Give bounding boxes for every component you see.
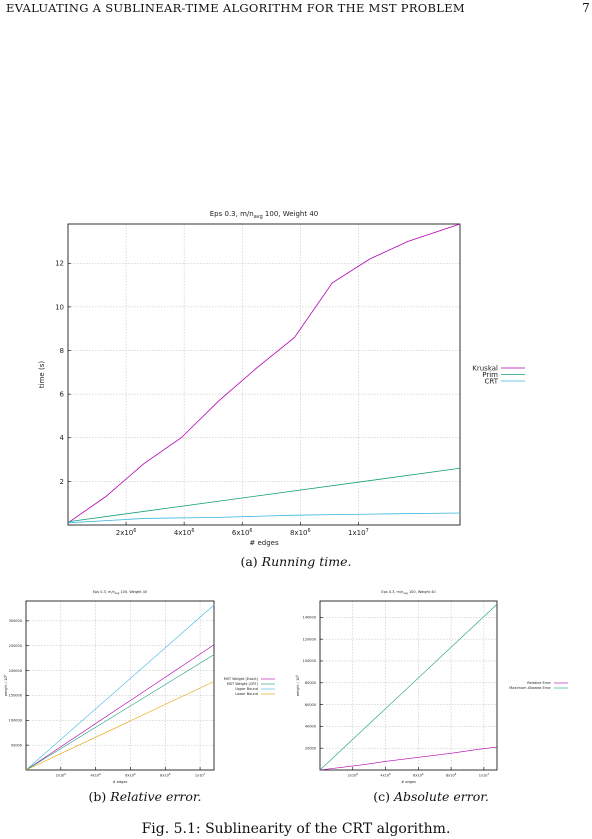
- y-axis-label: weight / 106​: [4, 674, 8, 696]
- x-tick-label: 1x107​: [195, 773, 206, 777]
- legend-label: Relative Error: [527, 681, 551, 685]
- y-tick-label: 40000: [305, 725, 316, 729]
- x-tick-label: 1x107​: [479, 773, 490, 777]
- y-tick-label: 12: [55, 260, 64, 268]
- y-tick-label: 8: [60, 347, 64, 355]
- legend-label: Prim: [482, 371, 498, 379]
- series-line-prim: [67, 467, 461, 523]
- caption-b-text: Relative error.: [110, 789, 202, 804]
- x-tick-label: 8x106​: [290, 528, 311, 537]
- y-tick-label: 300000: [9, 619, 22, 623]
- caption-c: (c) Absolute error.: [326, 789, 536, 804]
- figure-caption: Fig. 5.1: Sublinearity of the CRT algori…: [141, 821, 451, 837]
- y-axis-label: time (s): [38, 361, 46, 388]
- x-tick-label: 8x106​: [446, 773, 457, 777]
- y-axis-label: weight / 106​: [296, 674, 300, 696]
- x-tick-label: 4x106​: [90, 773, 101, 777]
- caption-b: (b) Relative error.: [40, 789, 250, 804]
- caption-a-label: (a): [240, 554, 258, 569]
- series-line-upper-bound: [25, 604, 215, 771]
- series-line-lower-bound: [25, 681, 215, 771]
- legend-label: MST Weight (CRT): [227, 682, 259, 686]
- series-line-kruskal: [67, 223, 461, 524]
- y-tick-label: 4: [60, 434, 65, 442]
- caption-a: (a) Running time.: [0, 554, 592, 569]
- series-line-mst-weight-exact-: [25, 644, 215, 771]
- x-tick-label: 1x107​: [348, 528, 369, 537]
- plot-frame: [25, 600, 215, 771]
- x-tick-label: 2x106​: [348, 773, 359, 777]
- y-tick-label: 100000: [303, 659, 316, 663]
- series-line-crt: [67, 512, 461, 524]
- legend-label: Lower Bound: [235, 692, 258, 696]
- y-tick-label: 200000: [9, 669, 22, 673]
- y-tick-label: 2: [60, 478, 64, 486]
- legend-label: MST Weight (Exact): [224, 677, 259, 681]
- plot-frame: [319, 600, 498, 771]
- x-tick-label: 6x106​: [125, 773, 136, 777]
- legend-label: Kruskal: [472, 364, 498, 372]
- running-head: EVALUATING A SUBLINEAR-TIME ALGORITHM FO…: [6, 0, 590, 18]
- caption-c-label: (c): [373, 789, 390, 804]
- legend-label: Maximum Allowed Error: [509, 686, 551, 690]
- y-tick-label: 150000: [9, 694, 22, 698]
- y-tick-label: 60000: [305, 703, 316, 707]
- y-tick-label: 20000: [305, 746, 316, 750]
- chart-title: Eps 0.3, m/navg​ 100, Weight 40: [210, 210, 319, 220]
- x-tick-label: 2x106​: [56, 773, 67, 777]
- chart-running-time: 2x106​ 4x106​ 6x106​ 8x106​ 1x107​ 2 4 6 8 10 12 Kr…: [38, 210, 525, 547]
- x-tick-label: 2x106​: [116, 528, 137, 537]
- x-tick-label: 4x106​: [380, 773, 391, 777]
- y-tick-label: 140000: [303, 616, 316, 620]
- series-line-maximum-allowed-error: [319, 604, 498, 771]
- series-line-mst-weight-crt-: [25, 654, 215, 771]
- series-line-relative-error: [319, 746, 498, 771]
- y-tick-label: 120000: [303, 637, 316, 641]
- y-tick-label: 6: [60, 391, 65, 399]
- y-tick-label: 80000: [305, 681, 316, 685]
- y-tick-label: 10: [55, 303, 64, 311]
- y-tick-label: 250000: [9, 644, 22, 648]
- x-tick-label: 6x106​: [413, 773, 424, 777]
- caption-a-text: Running time.: [261, 554, 352, 569]
- x-axis-label: # edges: [401, 780, 416, 784]
- chart-title: Eps 0.3, m/navg​ 100, Weight 40: [381, 590, 435, 595]
- x-axis-label: # edges: [113, 780, 128, 784]
- y-tick-label: 100000: [9, 719, 22, 723]
- x-tick-label: 8x106​: [160, 773, 171, 777]
- legend-label: CRT: [484, 377, 498, 385]
- page-number: 7: [582, 1, 590, 15]
- y-tick-label: 50000: [11, 743, 22, 747]
- plot-frame: [67, 223, 461, 526]
- x-axis-label: # edges: [249, 539, 279, 547]
- caption-b-label: (b): [88, 789, 107, 804]
- x-tick-label: 6x106​: [232, 528, 253, 537]
- chart-title: Eps 0.3, m/navg​ 100, Weight 40: [93, 590, 147, 595]
- legend-label: Upper Bound: [235, 687, 258, 691]
- caption-c-text: Absolute error.: [393, 789, 489, 804]
- x-tick-label: 4x106​: [174, 528, 195, 537]
- running-head-title: EVALUATING A SUBLINEAR-TIME ALGORITHM FO…: [6, 1, 465, 15]
